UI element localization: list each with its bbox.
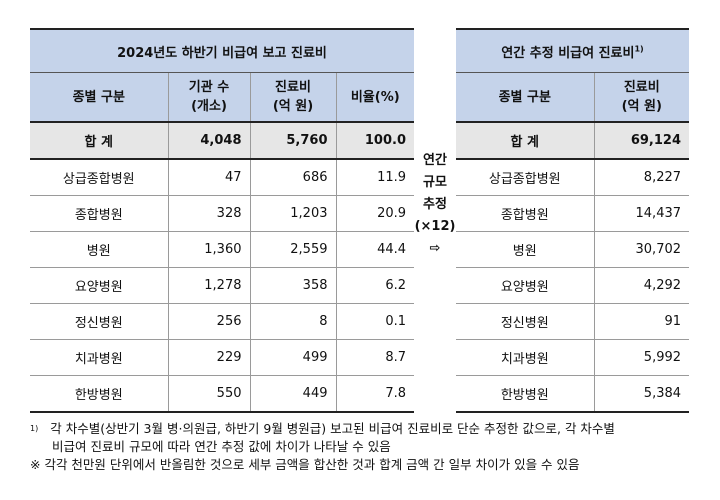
table-row: 정신병원 256 8 0.1 [30,303,415,340]
row-count: 1,278 [167,267,250,304]
row-count: 550 [167,375,250,413]
footnotes: 1) 각 차수별(상반기 3월 병·의원급, 하반기 9월 병원급) 보고된 비급… [30,420,695,474]
table-row: 요양병원 1,278 358 6.2 [30,267,415,304]
row-ratio: 44.4 [335,231,415,268]
row-label: 상급종합병원 [456,159,594,196]
left-total-row: 합 계 4,048 5,760 100.0 [30,122,415,160]
row-cost: 8,227 [593,159,690,196]
table-row: 종합병원 328 1,203 20.9 [30,195,415,232]
row-count: 256 [167,303,250,340]
left-header-ratio: 비율(%) [335,72,415,123]
row-label: 한방병원 [30,375,168,413]
estimate-line-2: 규모 [423,175,447,190]
row-cost: 1,203 [249,195,336,232]
row-ratio: 7.8 [335,375,415,413]
row-label: 종합병원 [30,195,168,232]
table-row: 종합병원 14,437 [456,195,690,232]
row-label: 상급종합병원 [30,159,168,196]
row-cost: 5,384 [593,375,690,413]
left-total-label: 합 계 [30,122,168,160]
row-ratio: 20.9 [335,195,415,232]
row-cost: 14,437 [593,195,690,232]
row-count: 47 [167,159,250,196]
right-header-category: 종별 구분 [456,72,594,123]
table-row: 한방병원 5,384 [456,375,690,413]
left-header-category: 종별 구분 [30,72,168,123]
left-table-title: 2024년도 하반기 비급여 보고 진료비 [30,28,415,73]
table-row: 병원 1,360 2,559 44.4 [30,231,415,268]
row-cost: 91 [593,303,690,340]
left-header-cost: 진료비 (억 원) [249,72,336,123]
arrow-right-icon: ⇨ [429,241,441,256]
estimate-line-1: 연간 [423,153,447,168]
row-cost: 30,702 [593,231,690,268]
row-ratio: 6.2 [335,267,415,304]
right-total-row: 합 계 69,124 [456,122,690,160]
table-row: 상급종합병원 8,227 [456,159,690,196]
row-ratio: 0.1 [335,303,415,340]
row-cost: 2,559 [249,231,336,268]
row-count: 1,360 [167,231,250,268]
row-label: 정신병원 [456,303,594,340]
row-label: 병원 [30,231,168,268]
table-row: 한방병원 550 449 7.8 [30,375,415,413]
row-cost: 449 [249,375,336,413]
right-header-cost: 진료비 (억 원) [593,72,690,123]
table-row: 치과병원 229 499 8.7 [30,339,415,376]
table-row: 치과병원 5,992 [456,339,690,376]
footnote-ref: 1) [634,44,644,54]
right-table-title: 연간 추정 비급여 진료비1) [456,28,690,73]
row-cost: 5,992 [593,339,690,376]
row-cost: 358 [249,267,336,304]
row-count: 229 [167,339,250,376]
left-header-count: 기관 수 (개소) [167,72,250,123]
annual-estimate-table: 연간 추정 비급여 진료비1) 종별 구분 진료비 (억 원) 합 계 69,12… [456,28,690,413]
row-label: 요양병원 [456,267,594,304]
table-row: 요양병원 4,292 [456,267,690,304]
row-ratio: 8.7 [335,339,415,376]
row-label: 한방병원 [456,375,594,413]
right-total-cost: 69,124 [593,122,690,160]
half-year-cost-table: 2024년도 하반기 비급여 보고 진료비 종별 구분 기관 수 (개소) 진료비… [30,28,415,413]
annual-estimate-label: 연간 규모 추정 (×12) ⇨ [414,150,456,260]
rounding-note: ※ 각각 천만원 단위에서 반올림한 것으로 세부 금액을 합산한 것과 합계 … [30,457,580,472]
row-label: 요양병원 [30,267,168,304]
row-cost: 499 [249,339,336,376]
right-total-label: 합 계 [456,122,594,160]
left-total-ratio: 100.0 [335,122,415,160]
row-label: 정신병원 [30,303,168,340]
left-total-count: 4,048 [167,122,250,160]
row-cost: 4,292 [593,267,690,304]
table-row: 정신병원 91 [456,303,690,340]
row-label: 종합병원 [456,195,594,232]
table-row: 병원 30,702 [456,231,690,268]
row-label: 병원 [456,231,594,268]
row-cost: 686 [249,159,336,196]
row-count: 328 [167,195,250,232]
row-ratio: 11.9 [335,159,415,196]
footnote-1-continued: 비급여 진료비 규모에 따라 연간 추정 값에 차이가 나타날 수 있음 [52,439,391,454]
left-total-cost: 5,760 [249,122,336,160]
row-cost: 8 [249,303,336,340]
footnote-1: 1) 각 차수별(상반기 3월 병·의원급, 하반기 9월 병원급) 보고된 비급… [30,421,615,436]
estimate-multiplier: (×12) [414,219,456,234]
table-row: 상급종합병원 47 686 11.9 [30,159,415,196]
estimate-line-3: 추정 [423,197,447,212]
row-label: 치과병원 [30,339,168,376]
row-label: 치과병원 [456,339,594,376]
